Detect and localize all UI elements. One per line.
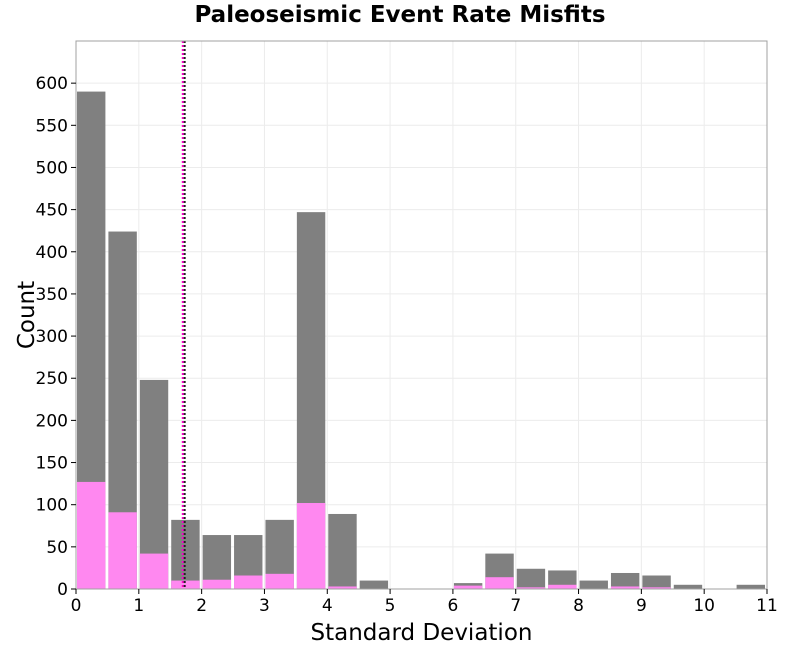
bar-series-1 <box>359 580 389 589</box>
bar-series-2 <box>453 585 483 589</box>
bar-series-2 <box>485 577 514 589</box>
bar-series-1 <box>579 580 608 589</box>
y-tick-label: 400 <box>36 243 68 263</box>
x-tick-label: 3 <box>259 596 270 616</box>
y-tick-label: 50 <box>46 538 68 558</box>
y-axis-title: Count <box>14 281 40 349</box>
x-axis-ticks: 0 1 2 3 4 5 6 7 8 9 10 11 <box>71 589 778 616</box>
x-tick-label: 8 <box>573 596 584 616</box>
y-tick-label: 150 <box>36 454 68 474</box>
bar-series-1 <box>673 584 703 589</box>
bar-series-2 <box>642 587 671 589</box>
bar-series-1 <box>610 572 640 589</box>
histogram-bars <box>77 91 765 589</box>
y-tick-label: 0 <box>57 580 68 600</box>
grid-lines <box>75 41 768 590</box>
chart-title: Paleoseismic Event Rate Misfits <box>194 2 606 28</box>
x-tick-label: 2 <box>196 596 207 616</box>
x-axis-title: Standard Deviation <box>311 620 533 646</box>
bar-series-2 <box>610 586 640 589</box>
y-tick-label: 300 <box>36 327 68 347</box>
x-tick-label: 7 <box>510 596 521 616</box>
bar-series-2 <box>234 575 263 589</box>
y-tick-label: 500 <box>36 158 68 178</box>
plot-area <box>75 40 768 590</box>
bar-series-2 <box>516 587 546 589</box>
bar-series-1 <box>328 513 357 589</box>
y-tick-label: 600 <box>36 74 68 94</box>
bar-series-2 <box>296 503 326 589</box>
y-tick-label: 550 <box>36 116 68 136</box>
x-tick-label: 0 <box>71 596 82 616</box>
bar-series-1 <box>642 575 671 589</box>
bar-series-2 <box>171 580 200 589</box>
y-tick-label: 200 <box>36 411 68 431</box>
y-tick-label: 100 <box>36 496 68 516</box>
y-tick-label: 350 <box>36 285 68 305</box>
bar-series-1 <box>516 568 546 589</box>
x-tick-label: 11 <box>756 596 778 616</box>
bar-series-2 <box>77 481 106 589</box>
bar-series-2 <box>328 586 357 589</box>
bar-series-2 <box>548 584 577 589</box>
reference-lines <box>181 41 186 589</box>
bar-series-2 <box>108 512 137 589</box>
x-tick-label: 1 <box>133 596 144 616</box>
bar-series-2 <box>139 553 169 589</box>
bar-series-2 <box>202 579 232 589</box>
bar-series-1 <box>736 584 765 589</box>
y-tick-label: 250 <box>36 369 68 389</box>
x-tick-label: 5 <box>385 596 396 616</box>
bar-series-2 <box>265 573 294 589</box>
y-axis-ticks: 0 50 100 150 200 250 300 350 400 450 500 550 600 <box>36 74 76 600</box>
x-tick-label: 9 <box>636 596 647 616</box>
x-tick-label: 4 <box>322 596 333 616</box>
y-tick-label: 450 <box>36 201 68 221</box>
x-tick-label: 6 <box>447 596 458 616</box>
x-tick-label: 10 <box>693 596 715 616</box>
bar-series-1 <box>548 570 577 589</box>
